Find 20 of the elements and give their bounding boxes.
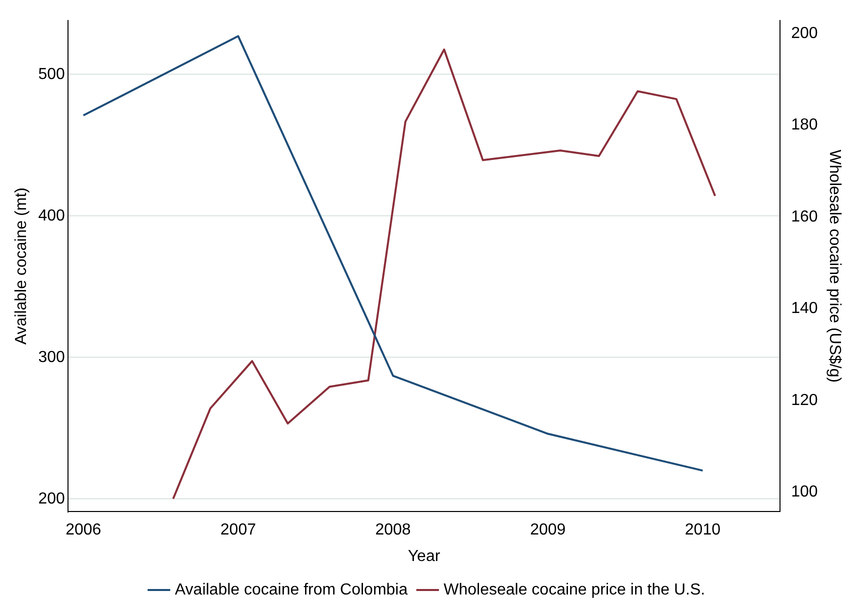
y2-tick-label: 140: [791, 300, 818, 318]
x-tick-label: 2007: [220, 522, 256, 539]
y2-tick-label: 100: [791, 484, 818, 501]
y-axis-title: Available cocaine (mt): [13, 188, 30, 345]
y-tick-label: 400: [38, 207, 65, 224]
x-tick-label: 2010: [684, 522, 721, 539]
y2-axis-title: Wholesale cocaine price (US$/g): [826, 150, 843, 383]
x-tick-label: 2009: [530, 522, 566, 539]
y-tick-label: 300: [38, 348, 65, 366]
y2-tick-label: 200: [791, 24, 818, 42]
y2-tick-label: 120: [791, 392, 818, 409]
legend-label: Available cocaine from Colombia: [174, 581, 408, 598]
x-axis-title: Year: [408, 548, 441, 565]
x-tick-label: 2006: [66, 522, 102, 539]
y2-tick-label: 160: [791, 208, 818, 226]
y-tick-label: 500: [38, 66, 65, 83]
y-tick-label: 200: [38, 490, 65, 508]
legend-label: Wholeseale cocaine price in the U.S.: [444, 581, 706, 598]
x-tick-label: 2008: [375, 522, 411, 539]
y2-tick-label: 180: [791, 116, 818, 134]
